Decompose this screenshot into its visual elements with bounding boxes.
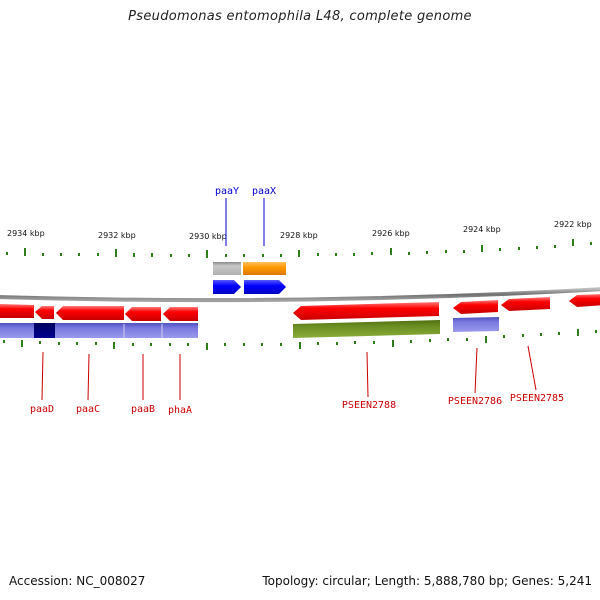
bar-olive[interactable] <box>293 320 440 338</box>
bar-navy[interactable] <box>34 323 55 338</box>
bar-purple-right[interactable] <box>453 317 499 332</box>
forward-strand <box>213 262 286 294</box>
gene-PSEEN2785-arrow[interactable] <box>501 297 550 311</box>
scale-label: 2926 kbp <box>372 229 410 238</box>
gene-gray[interactable] <box>213 262 241 275</box>
gene-paaC-arrow[interactable] <box>56 306 124 320</box>
gene-arrow[interactable] <box>35 306 54 319</box>
gene-label-phaA[interactable]: phaA <box>168 405 192 416</box>
gene-label-paaX[interactable]: paaX <box>252 186 276 197</box>
scale-labels: 2934 kbp 2932 kbp 2930 kbp 2928 kbp 2926… <box>7 220 592 241</box>
scale-label: 2934 kbp <box>7 229 45 238</box>
scale-label: 2928 kbp <box>280 231 318 240</box>
gene-PSEEN2788-arrow[interactable] <box>293 302 439 320</box>
gene-orange[interactable] <box>243 262 286 275</box>
gene-label-paaY[interactable]: paaY <box>215 186 239 197</box>
bar-purple[interactable] <box>0 323 198 338</box>
scale-label: 2930 kbp <box>189 232 227 241</box>
scale-label: 2924 kbp <box>463 225 501 234</box>
feature-bars <box>0 317 499 338</box>
gene-label-PSEEN2786[interactable]: PSEEN2786 <box>448 396 502 407</box>
leader-lines <box>41 198 537 401</box>
map-title: Pseudomonas entomophila L48, complete ge… <box>128 9 472 24</box>
genome-summary-text: Topology: circular; Length: 5,888,780 bp… <box>262 574 592 588</box>
gene-label-paaB[interactable]: paaB <box>131 404 155 415</box>
gene-paaX-arrow[interactable] <box>244 280 286 294</box>
gene-arrow[interactable] <box>569 294 600 307</box>
gene-PSEEN2786-arrow[interactable] <box>453 300 498 314</box>
scale-ticks-top <box>6 239 592 258</box>
scale-label: 2932 kbp <box>98 231 136 240</box>
scale-label: 2922 kbp <box>554 220 592 229</box>
reverse-strand <box>0 294 600 321</box>
gene-arrow[interactable] <box>0 304 34 318</box>
gene-label-paaD[interactable]: paaD <box>30 404 54 415</box>
genome-backbone <box>0 287 600 303</box>
gene-labels: paaY paaX paaD paaC paaB phaA PSEEN2788 … <box>30 186 564 416</box>
gene-paaB-arrow[interactable] <box>125 307 161 321</box>
gene-label-PSEEN2785[interactable]: PSEEN2785 <box>510 393 564 404</box>
gene-phaA-arrow[interactable] <box>163 307 198 321</box>
gene-label-paaC[interactable]: paaC <box>76 404 100 415</box>
gene-paaY-arrow[interactable] <box>213 280 241 294</box>
accession-text: Accession: NC_008027 <box>9 574 146 588</box>
gene-label-PSEEN2788[interactable]: PSEEN2788 <box>342 400 396 411</box>
scale-ticks-bottom <box>3 329 597 350</box>
